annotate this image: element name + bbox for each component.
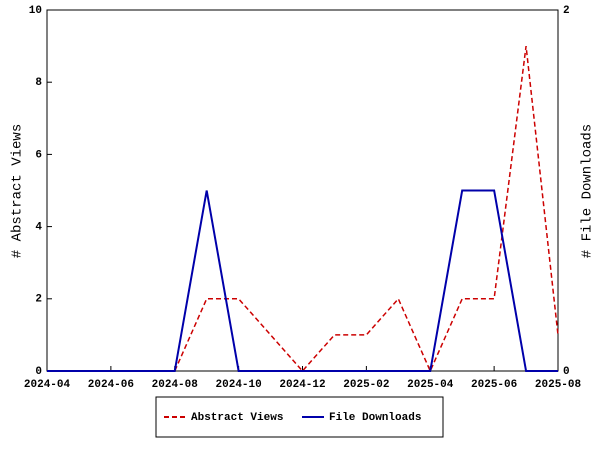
x-tick-label: 2024-08 [152, 379, 199, 391]
y-tick-label: 10 [29, 5, 42, 17]
y2-tick-label: 0 [563, 366, 570, 378]
y2-axis-title: # File Downloads [580, 124, 596, 258]
legend-label: File Downloads [329, 412, 421, 424]
legend [155, 396, 444, 438]
x-tick-label: 2025-06 [471, 379, 517, 391]
y-tick-label: 6 [35, 149, 42, 161]
legend-label: Abstract Views [191, 412, 283, 424]
y-tick-label: 4 [35, 222, 42, 234]
y-tick-label: 2 [35, 294, 42, 306]
series-line [47, 189, 558, 372]
x-tick-label: 2024-12 [279, 379, 325, 391]
x-tick-label: 2024-10 [216, 379, 262, 391]
x-tick-label: 2024-06 [88, 379, 134, 391]
series-line [47, 46, 559, 373]
x-tick-label: 2025-02 [343, 379, 389, 391]
x-tick-label: 2024-04 [24, 379, 71, 391]
y-tick-label: 8 [35, 77, 42, 89]
x-tick-label: 2025-08 [535, 379, 582, 391]
y2-tick-label: 2 [563, 5, 570, 17]
y-axis-title: # Abstract Views [10, 124, 26, 258]
y-tick-label: 0 [35, 366, 42, 378]
x-tick-label: 2025-04 [407, 379, 454, 391]
